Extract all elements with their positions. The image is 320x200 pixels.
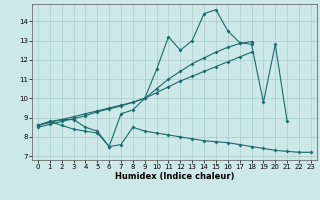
X-axis label: Humidex (Indice chaleur): Humidex (Indice chaleur) (115, 172, 234, 181)
